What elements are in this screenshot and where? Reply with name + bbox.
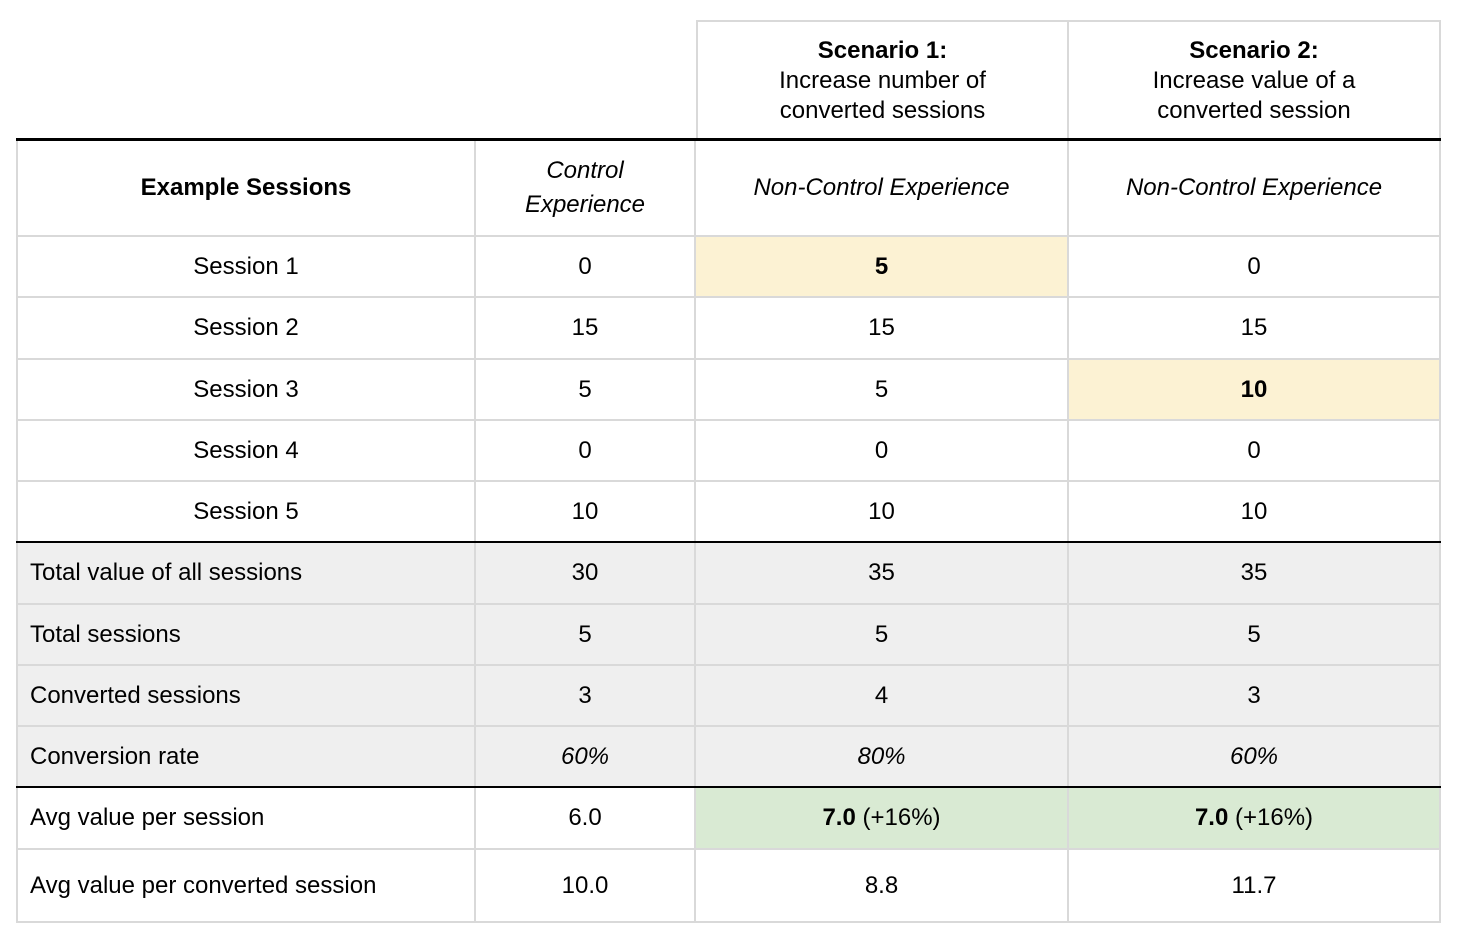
scenario-1-desc-line2: converted sessions <box>779 97 986 124</box>
scenario-2-value: 10 <box>1069 482 1441 543</box>
row-label: Session 5 <box>16 482 476 543</box>
row-label: Avg value per session <box>16 788 476 850</box>
scenario-2-value: 3 <box>1069 666 1441 727</box>
control-value: 0 <box>476 237 696 298</box>
scenario-2-desc-line2: converted session <box>1157 97 1351 124</box>
scenario-2-value: 0 <box>1069 237 1441 298</box>
scenario-1-value: 10 <box>696 482 1069 543</box>
row-label: Converted sessions <box>16 666 476 727</box>
control-value: 30 <box>476 543 696 605</box>
row-label: Total value of all sessions <box>16 543 476 605</box>
non-control-experience-header-2: Non-Control Experience <box>1069 140 1441 237</box>
scenario-2-value: 35 <box>1069 543 1441 605</box>
scenario-2-value: 60% <box>1069 727 1441 788</box>
scenario-2-avg-number: 7.0 <box>1194 804 1229 831</box>
control-value: 10.0 <box>476 850 696 923</box>
control-value: 0 <box>476 421 696 482</box>
control-experience-header: Control Experience <box>476 140 696 237</box>
row-label: Session 2 <box>16 298 476 360</box>
scenario-1-value: 15 <box>696 298 1069 360</box>
scenario-1-value: 8.8 <box>696 850 1069 923</box>
scenario-2-header: Scenario 2: Increase value of a converte… <box>1069 20 1441 140</box>
scenario-1-value: 0 <box>696 421 1069 482</box>
example-sessions-header: Example Sessions <box>16 140 476 237</box>
scenario-1-value: 7.0 (+16%) <box>696 788 1069 850</box>
scenario-1-value: 5 <box>696 237 1069 298</box>
row-label: Session 4 <box>16 421 476 482</box>
non-control-experience-header-1: Non-Control Experience <box>696 140 1069 237</box>
scenario-1-value: 5 <box>696 360 1069 421</box>
scenario-1-avg-number: 7.0 <box>822 804 856 831</box>
row-label: Session 1 <box>16 237 476 298</box>
average-divider-line <box>16 786 1441 788</box>
control-value: 5 <box>476 605 696 666</box>
scenario-1-avg-change: (+16%) <box>855 804 941 831</box>
scenario-1-value: 4 <box>696 666 1069 727</box>
scenario-2-value: 0 <box>1069 421 1441 482</box>
scenario-1-header: Scenario 1: Increase number of converted… <box>696 20 1069 140</box>
control-value: 15 <box>476 298 696 360</box>
row-label: Total sessions <box>16 605 476 666</box>
scenario-1-value: 80% <box>696 727 1069 788</box>
scenario-2-avg-change: (+16%) <box>1228 804 1314 831</box>
scenario-1-value: 5 <box>696 605 1069 666</box>
control-header-line2: Experience <box>524 190 646 218</box>
control-value: 5 <box>476 360 696 421</box>
control-value: 10 <box>476 482 696 543</box>
scenario-2-value: 7.0 (+16%) <box>1069 788 1441 850</box>
scenario-2-value: 5 <box>1069 605 1441 666</box>
control-value: 60% <box>476 727 696 788</box>
scenario-2-value: 11.7 <box>1069 850 1441 923</box>
summary-divider-line <box>16 541 1441 543</box>
scenario-2-value: 10 <box>1069 360 1441 421</box>
control-header-line1: Control <box>546 156 624 184</box>
row-label: Conversion rate <box>16 727 476 788</box>
scenario-2-title: Scenario 2: <box>1189 37 1319 64</box>
header-divider-line <box>16 138 1441 141</box>
scenario-2-value: 15 <box>1069 298 1441 360</box>
scenario-2-desc-line1: Increase value of a <box>1152 67 1356 94</box>
row-label: Avg value per converted session <box>16 850 476 923</box>
scenario-1-title: Scenario 1: <box>817 37 948 64</box>
scenario-1-value: 35 <box>696 543 1069 605</box>
control-value: 6.0 <box>476 788 696 850</box>
control-value: 3 <box>476 666 696 727</box>
scenario-1-desc-line1: Increase number of <box>779 67 986 94</box>
row-label: Session 3 <box>16 360 476 421</box>
